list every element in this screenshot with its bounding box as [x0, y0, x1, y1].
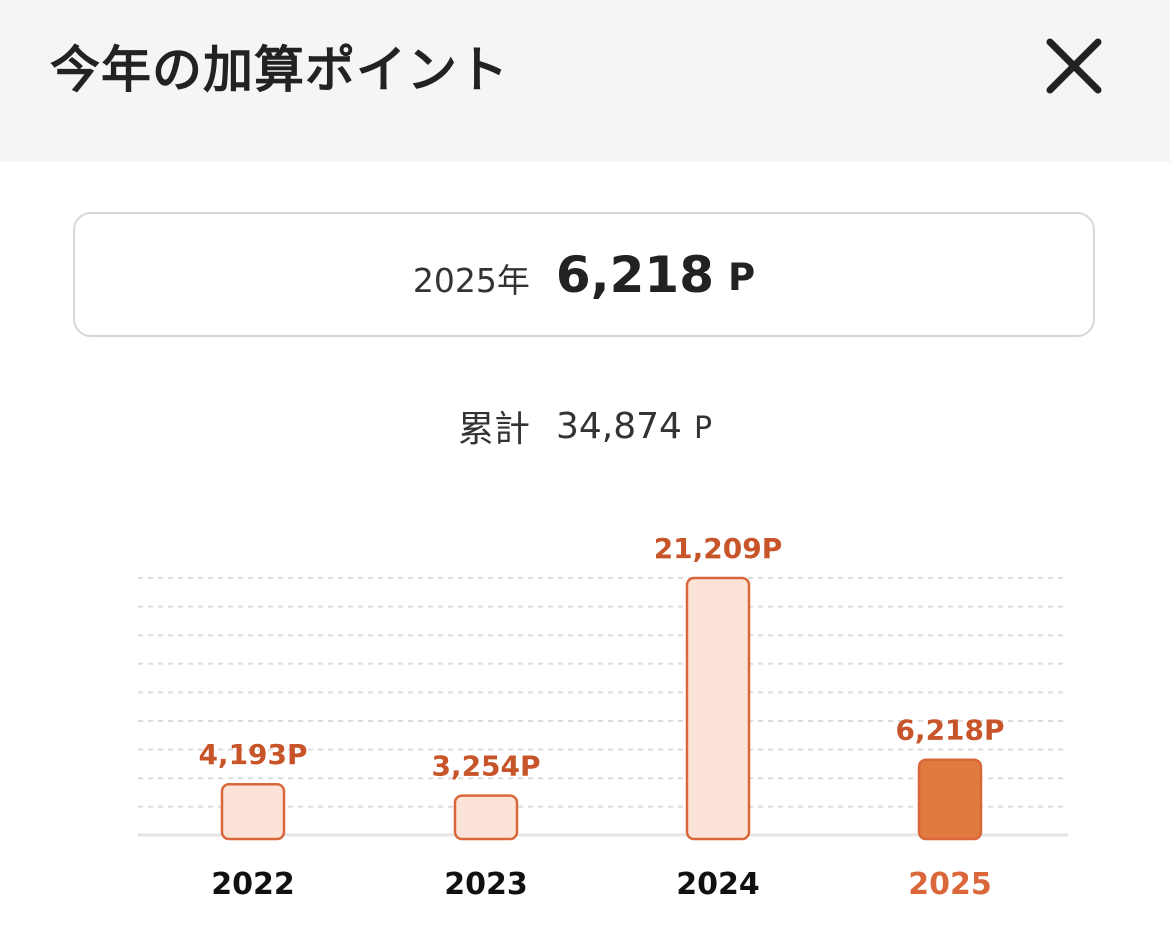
close-button[interactable]: [1032, 32, 1116, 104]
bar-2024: [685, 576, 751, 841]
bar-value-label-2025: 6,218P: [895, 714, 1004, 747]
x-axis-label-2023: 2023: [444, 867, 528, 902]
page-title: 今年の加算ポイント: [50, 41, 509, 99]
total-label: 累計: [457, 409, 530, 450]
x-axis-label-2024: 2024: [676, 867, 760, 902]
total-unit: P: [693, 410, 713, 446]
header: 今年の加算ポイント: [0, 0, 1170, 162]
total-points-row: 累計 34,874 P: [0, 396, 1170, 456]
bar-2022: [220, 782, 286, 841]
close-icon: [1046, 38, 1102, 94]
bar-value-label-2022: 4,193P: [198, 738, 307, 771]
summary-points-unit: P: [728, 256, 756, 299]
bar-2023: [453, 794, 519, 841]
x-axis-label-2025: 2025: [908, 867, 992, 902]
total-value: 34,874: [555, 405, 682, 447]
bar-value-label-2024: 21,209P: [654, 532, 783, 565]
x-axis-label-2022: 2022: [211, 867, 295, 902]
summary-year-label: 2025年: [412, 260, 530, 300]
summary-points-value: 6,218: [555, 245, 714, 304]
bar-2025: [917, 758, 983, 841]
bar-value-label-2023: 3,254P: [431, 750, 540, 783]
current-year-summary-card: 2025年 6,218 P: [73, 212, 1095, 337]
